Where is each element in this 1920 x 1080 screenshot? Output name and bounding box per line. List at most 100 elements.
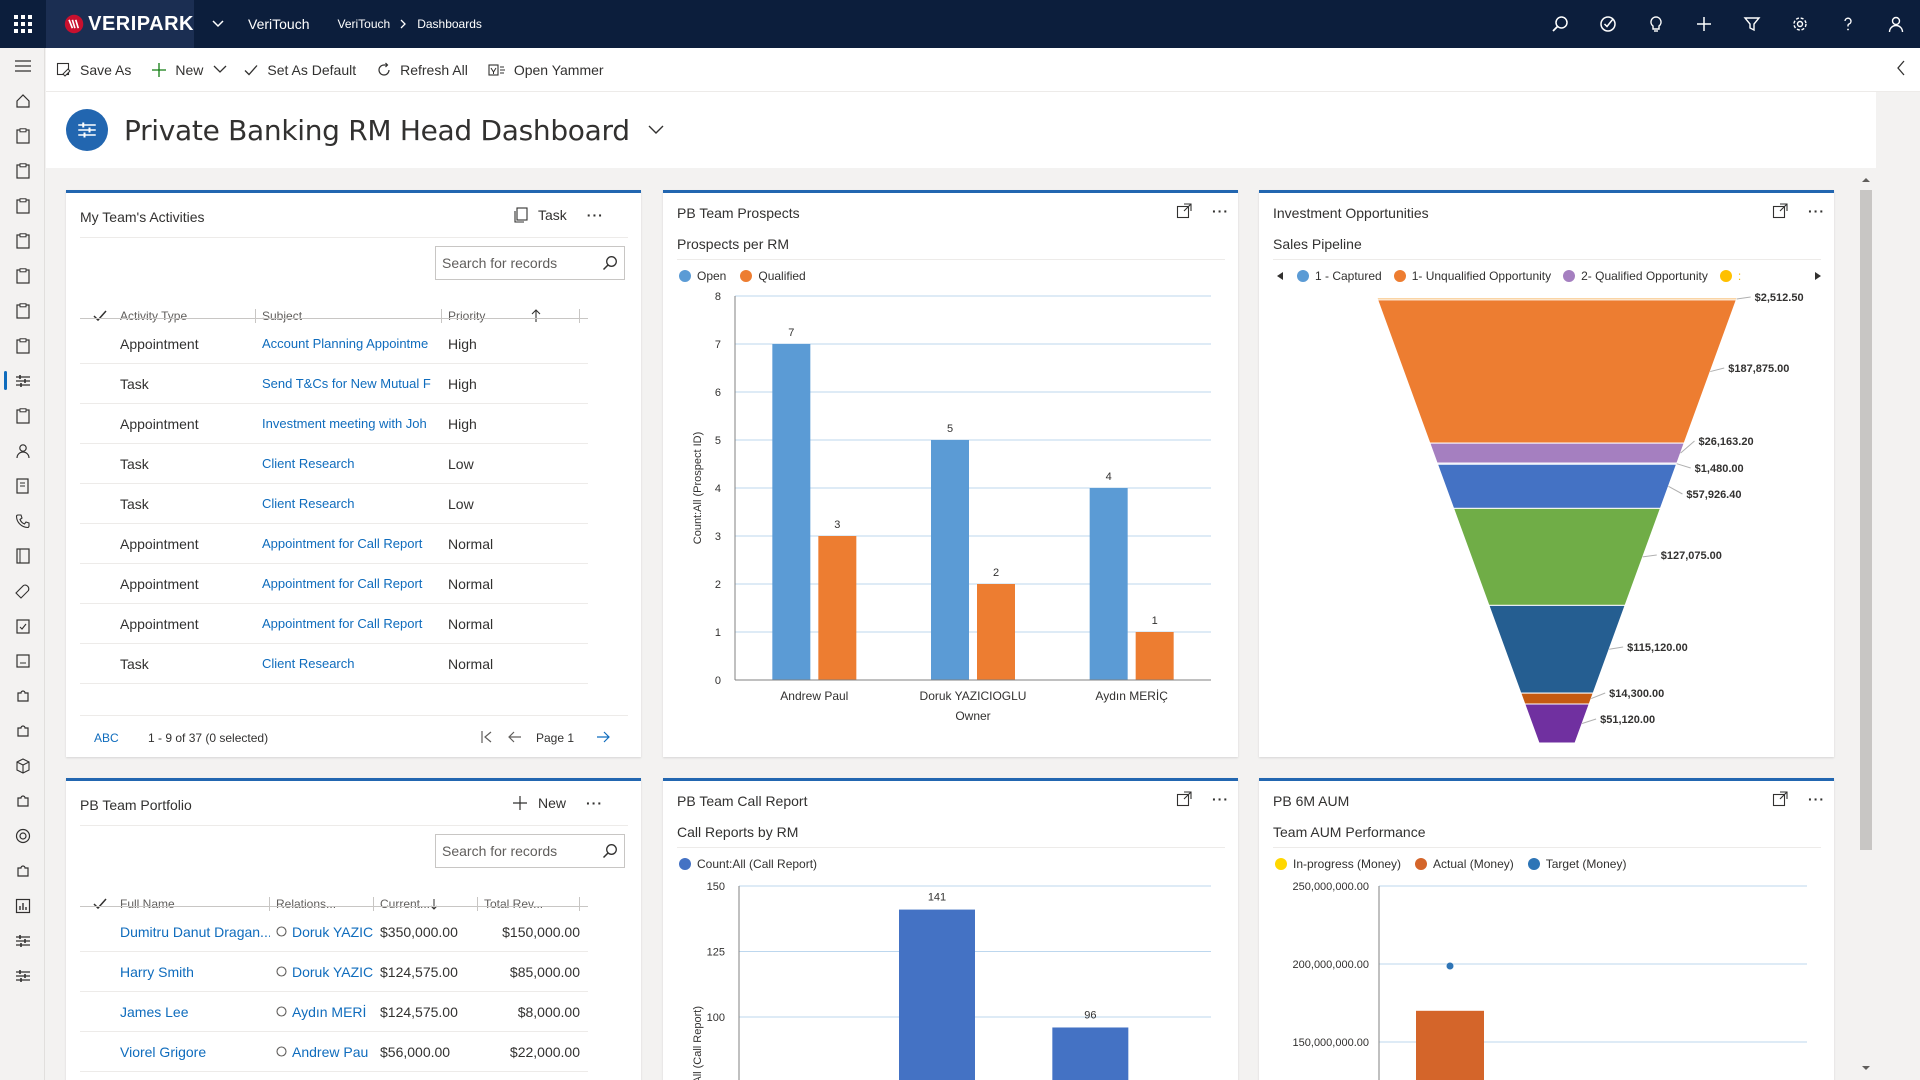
more-options-icon[interactable]: ··· — [1808, 791, 1825, 807]
target-point[interactable] — [1446, 962, 1454, 970]
add-task-button[interactable]: Task — [514, 207, 567, 223]
search-input[interactable] — [442, 843, 592, 859]
save-as-button[interactable]: Save As — [46, 48, 141, 92]
legend-item[interactable]: 2- Qualified Opportunity — [1563, 269, 1708, 283]
collapse-panel-button[interactable] — [1896, 60, 1906, 79]
nav-item-18[interactable] — [0, 713, 45, 748]
search-box[interactable] — [435, 246, 625, 280]
nav-item-1[interactable] — [0, 118, 45, 153]
breadcrumb-item-veritouch[interactable]: VeriTouch — [337, 17, 391, 31]
subject-link[interactable]: Appointment for Call Report — [262, 616, 423, 631]
nav-item-15[interactable] — [0, 608, 45, 643]
bar-qualified[interactable] — [977, 584, 1015, 680]
first-page-icon[interactable] — [480, 730, 494, 744]
nav-item-11[interactable] — [0, 468, 45, 503]
legend-item[interactable]: Target (Money) — [1527, 857, 1626, 871]
alphabet-filter-button[interactable]: ABC — [94, 731, 119, 745]
set-as-default-button[interactable]: Set As Default — [233, 48, 366, 92]
table-row[interactable]: Task Client Research Normal — [80, 644, 588, 684]
more-options-icon[interactable]: ··· — [586, 207, 604, 223]
expand-chart-icon[interactable] — [1772, 791, 1788, 807]
relationship-manager-link[interactable]: Andrew Pau — [292, 1043, 369, 1060]
table-row[interactable]: James Lee Aydın MERİ $124,575.00 $8,000.00 — [80, 992, 588, 1032]
full-name-link[interactable]: Viorel Grigore — [120, 1043, 207, 1060]
new-dropdown-button[interactable] — [213, 48, 233, 92]
funnel-segment[interactable] — [1488, 604, 1626, 694]
page-title[interactable]: Private Banking RM Head Dashboard — [124, 113, 630, 147]
nav-home[interactable] — [0, 83, 45, 118]
subject-link[interactable]: Appointment for Call Report — [262, 536, 423, 551]
app-name[interactable]: VeriTouch — [248, 16, 310, 32]
bar-open[interactable] — [1089, 488, 1128, 680]
nav-item-3[interactable] — [0, 188, 45, 223]
table-row[interactable]: Dumitru Danut Dragan... Doruk YAZIC $350,0… — [80, 912, 588, 952]
table-row[interactable]: Viorel Grigore Andrew Pau $56,000.00 $22,00… — [80, 1032, 588, 1072]
expand-chart-icon[interactable] — [1772, 203, 1788, 219]
subject-link[interactable]: Client Research — [262, 456, 355, 471]
table-row[interactable]: Appointment Appointment for Call Report N… — [80, 564, 588, 604]
refresh-all-button[interactable]: Refresh All — [366, 48, 478, 92]
nav-contacts[interactable] — [0, 433, 45, 468]
legend-item[interactable]: Open — [679, 269, 726, 283]
nav-item-4[interactable] — [0, 223, 45, 258]
ideas-button[interactable] — [1632, 0, 1680, 48]
funnel-segment[interactable] — [1429, 442, 1685, 464]
subject-link[interactable]: Client Research — [262, 496, 355, 511]
table-row[interactable]: Appointment Appointment for Call Report N… — [80, 604, 588, 644]
search-icon[interactable] — [602, 843, 618, 859]
breadcrumb-item-dashboards[interactable]: Dashboards — [417, 17, 482, 31]
nav-item-12[interactable] — [0, 503, 45, 538]
subject-link[interactable]: Account Planning Appointme — [262, 336, 429, 351]
funnel-segment[interactable] — [1524, 703, 1590, 744]
more-options-icon[interactable]: ··· — [1808, 203, 1825, 219]
more-options-icon[interactable]: ··· — [1212, 791, 1229, 807]
open-yammer-button[interactable]: Open Yammer — [478, 48, 614, 92]
nav-item-5[interactable] — [0, 258, 45, 293]
quick-create-button[interactable] — [1680, 0, 1728, 48]
nav-item-21[interactable] — [0, 818, 45, 853]
legend-item[interactable]: Actual (Money) — [1415, 857, 1514, 871]
app-switcher-chevron-icon[interactable] — [208, 20, 228, 28]
nav-item-17[interactable] — [0, 678, 45, 713]
relationship-cell[interactable]: Doruk YAZIC — [270, 924, 374, 940]
dashboard-selector-chevron-icon[interactable] — [648, 123, 664, 138]
table-row[interactable]: Task Send T&Cs for New Mutual F High — [80, 364, 588, 404]
legend-item[interactable]: 1 - Captured — [1297, 269, 1382, 283]
nav-item-16[interactable] — [0, 643, 45, 678]
relationship-manager-link[interactable]: Doruk YAZIC — [292, 923, 374, 940]
full-name-link[interactable]: James Lee — [120, 1003, 189, 1020]
relationship-manager-link[interactable]: Aydın MERİ — [292, 1003, 367, 1020]
scroll-down-arrow-icon[interactable] — [1856, 1062, 1876, 1074]
next-page-icon[interactable] — [596, 730, 610, 744]
full-name-link[interactable]: Dumitru Danut Dragan... — [120, 923, 270, 940]
search-icon[interactable] — [602, 255, 618, 271]
nav-item-13[interactable] — [0, 538, 45, 573]
column-relationship[interactable]: Relations... — [270, 887, 374, 921]
legend-item[interactable]: Qualified — [740, 269, 806, 283]
bar-call-report[interactable] — [1052, 1027, 1129, 1080]
column-priority[interactable]: Priority — [442, 299, 580, 333]
funnel-segment[interactable] — [1520, 692, 1594, 705]
legend-item[interactable]: Count:All (Call Report) — [679, 857, 817, 871]
nav-item-25[interactable] — [0, 958, 45, 993]
bar-open[interactable] — [772, 344, 811, 680]
bar-qualified[interactable] — [1135, 632, 1174, 680]
nav-item-19[interactable] — [0, 748, 45, 783]
full-name-link[interactable]: Harry Smith — [120, 963, 194, 980]
nav-item-20[interactable] — [0, 783, 45, 818]
table-row[interactable]: Appointment Appointment for Call Report N… — [80, 524, 588, 564]
subject-link[interactable]: Appointment for Call Report — [262, 576, 423, 591]
brand-logo[interactable]: VERIPARK — [46, 0, 194, 48]
expand-chart-icon[interactable] — [1176, 203, 1192, 219]
nav-item-24[interactable] — [0, 923, 45, 958]
subject-link[interactable]: Client Research — [262, 656, 355, 671]
advanced-find-button[interactable] — [1728, 0, 1776, 48]
more-options-icon[interactable]: ··· — [586, 795, 604, 811]
nav-item-2[interactable] — [0, 153, 45, 188]
user-profile-button[interactable] — [1872, 0, 1920, 48]
relationship-cell[interactable]: Andrew Pau — [270, 1044, 374, 1060]
scrollbar-thumb[interactable] — [1860, 190, 1872, 850]
nav-item-14[interactable] — [0, 573, 45, 608]
bar-call-report[interactable] — [899, 909, 975, 1080]
table-row[interactable]: Harry Smith Doruk YAZIC $124,575.00 $85,000… — [80, 952, 588, 992]
